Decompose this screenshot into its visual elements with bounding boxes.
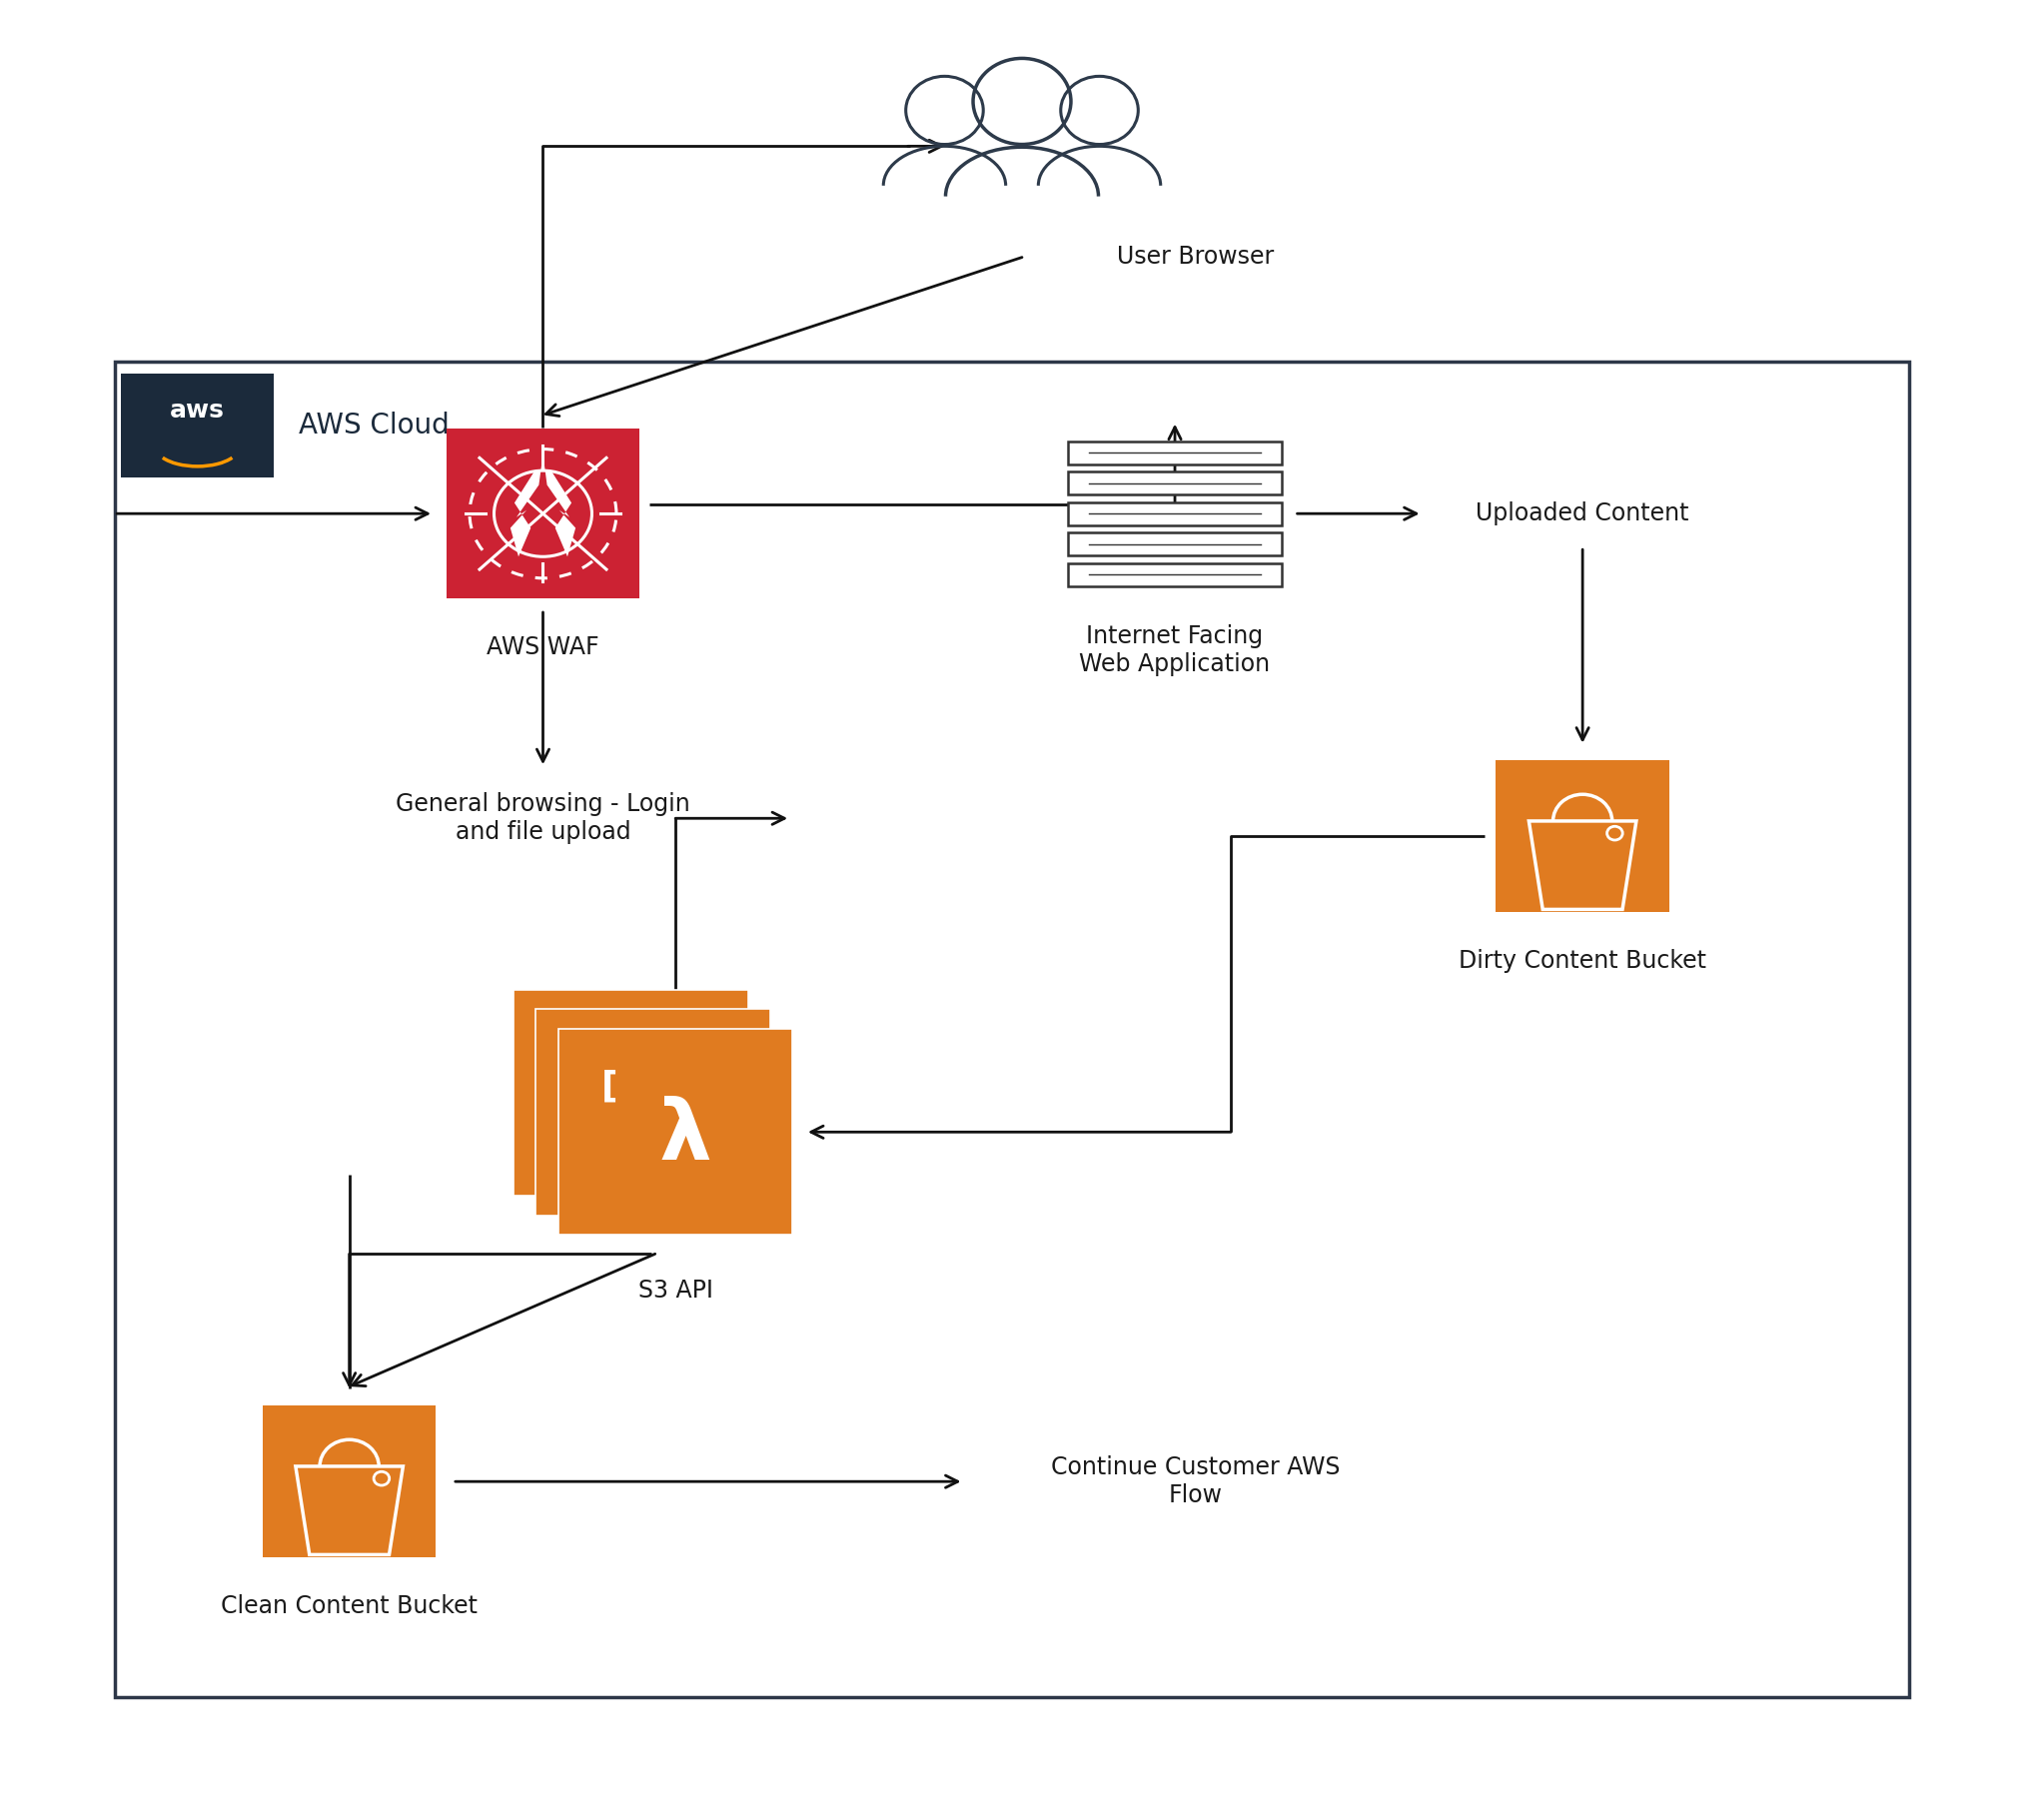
Text: Uploaded Content: Uploaded Content — [1476, 502, 1688, 525]
Text: Continue Customer AWS
Flow: Continue Customer AWS Flow — [1051, 1456, 1341, 1507]
Bar — [446, 428, 640, 599]
Bar — [1067, 532, 1282, 556]
Text: Clean Content Bucket: Clean Content Bucket — [221, 1595, 478, 1618]
Text: Dirty Content Bucket: Dirty Content Bucket — [1459, 949, 1707, 973]
Bar — [1067, 471, 1282, 494]
Bar — [1067, 441, 1282, 464]
Bar — [1067, 563, 1282, 586]
Polygon shape — [511, 455, 576, 557]
Text: λ: λ — [658, 1095, 711, 1176]
Text: AWS Cloud: AWS Cloud — [298, 412, 450, 441]
Text: User Browser: User Browser — [1116, 245, 1273, 268]
Text: S3 API: S3 API — [638, 1278, 713, 1304]
Bar — [264, 1406, 435, 1557]
Bar — [536, 1009, 771, 1215]
Bar — [1496, 761, 1670, 912]
Bar — [1067, 502, 1282, 525]
Bar — [513, 989, 748, 1196]
Text: aws: aws — [170, 397, 225, 423]
Bar — [558, 1028, 793, 1235]
Text: General browsing - Login
and file upload: General browsing - Login and file upload — [397, 793, 691, 845]
Bar — [114, 361, 1909, 1697]
Text: Internet Facing
Web Application: Internet Facing Web Application — [1079, 624, 1271, 676]
Bar — [121, 374, 274, 478]
Text: [: [ — [601, 1070, 617, 1104]
Text: AWS WAF: AWS WAF — [486, 635, 599, 660]
